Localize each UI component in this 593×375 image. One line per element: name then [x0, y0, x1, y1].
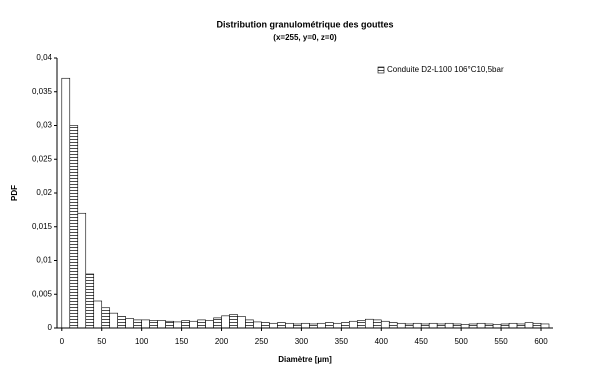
- y-tick-label: 0,03: [36, 121, 52, 130]
- bar: [69, 125, 79, 329]
- bar: [253, 321, 262, 329]
- bar: [61, 77, 71, 329]
- x-tick-label: 550: [494, 337, 508, 346]
- bar: [197, 319, 206, 329]
- bar: [341, 322, 350, 329]
- x-axis-label: Diamètre [µm]: [278, 355, 332, 364]
- bar: [149, 320, 158, 329]
- y-tick-label: 0,02: [36, 188, 52, 197]
- bar: [237, 316, 246, 329]
- bar: [524, 322, 534, 329]
- bar: [349, 320, 358, 329]
- x-tick-label: 350: [335, 337, 349, 346]
- bar: [325, 322, 334, 329]
- bar: [261, 322, 270, 329]
- bar: [460, 324, 470, 329]
- bar: [293, 323, 302, 329]
- bar: [269, 322, 278, 329]
- bar: [141, 319, 150, 329]
- bar: [301, 322, 310, 329]
- y-tick-label: 0,01: [36, 256, 52, 265]
- bar: [125, 318, 134, 329]
- chart-title: Distribution granulométrique des gouttes: [216, 19, 393, 29]
- bar: [157, 320, 166, 329]
- bar: [532, 322, 542, 329]
- x-tick-label: 400: [375, 337, 389, 346]
- bar: [357, 320, 366, 329]
- bar: [285, 322, 294, 329]
- y-tick-label: 0,015: [32, 222, 53, 231]
- bar: [404, 323, 414, 329]
- bar: [213, 317, 222, 329]
- x-tick-label: 250: [255, 337, 269, 346]
- bar: [452, 323, 462, 329]
- bar: [420, 323, 430, 329]
- y-tick-label: 0: [48, 323, 53, 332]
- bar: [165, 320, 174, 329]
- bar: [484, 323, 494, 329]
- bar: [540, 323, 550, 329]
- bar: [101, 307, 111, 329]
- bar: [173, 321, 182, 329]
- x-tick-label: 150: [175, 337, 189, 346]
- bar: [372, 319, 382, 329]
- bar: [388, 322, 398, 329]
- bar: [365, 318, 374, 329]
- bar: [476, 322, 486, 329]
- bar: [181, 320, 190, 329]
- bar: [508, 322, 518, 329]
- bar: [333, 322, 342, 329]
- bar: [468, 323, 478, 329]
- bar: [277, 322, 286, 329]
- x-tick-label: 500: [454, 337, 468, 346]
- bar: [221, 315, 230, 329]
- bar: [117, 316, 126, 329]
- bar: [77, 212, 87, 329]
- bar: [436, 323, 446, 329]
- x-tick-label: 50: [97, 337, 106, 346]
- bar: [396, 322, 406, 329]
- x-tick-label: 600: [534, 337, 548, 346]
- legend-swatch: [377, 66, 385, 74]
- y-tick-label: 0,04: [36, 53, 52, 62]
- x-tick-label: 450: [415, 337, 429, 346]
- x-tick-label: 100: [135, 337, 149, 346]
- bar: [229, 314, 238, 329]
- bar: [205, 320, 214, 329]
- bar: [516, 323, 526, 329]
- bar: [189, 320, 198, 329]
- bar: [428, 322, 438, 329]
- bar: [380, 320, 390, 329]
- bar: [412, 322, 422, 329]
- bar: [309, 323, 318, 329]
- bar: [245, 319, 254, 329]
- bar: [492, 324, 502, 329]
- bar: [133, 319, 142, 329]
- x-tick-label: 200: [215, 337, 229, 346]
- bar: [85, 273, 95, 329]
- y-tick-label: 0,035: [32, 87, 53, 96]
- chart-subtitle: (x=255, y=0, z=0): [273, 33, 337, 42]
- bar: [444, 322, 454, 329]
- x-tick-label: 0: [60, 337, 65, 346]
- bar: [93, 300, 103, 329]
- bar: [109, 312, 119, 329]
- x-tick-label: 300: [295, 337, 309, 346]
- bar: [317, 322, 326, 329]
- bar: [500, 323, 510, 329]
- y-tick-label: 0,005: [32, 289, 53, 298]
- legend-label: Conduite D2-L100 106°C10,5bar: [387, 65, 504, 74]
- y-axis-label: PDF: [10, 185, 19, 201]
- y-tick-label: 0,025: [32, 154, 53, 163]
